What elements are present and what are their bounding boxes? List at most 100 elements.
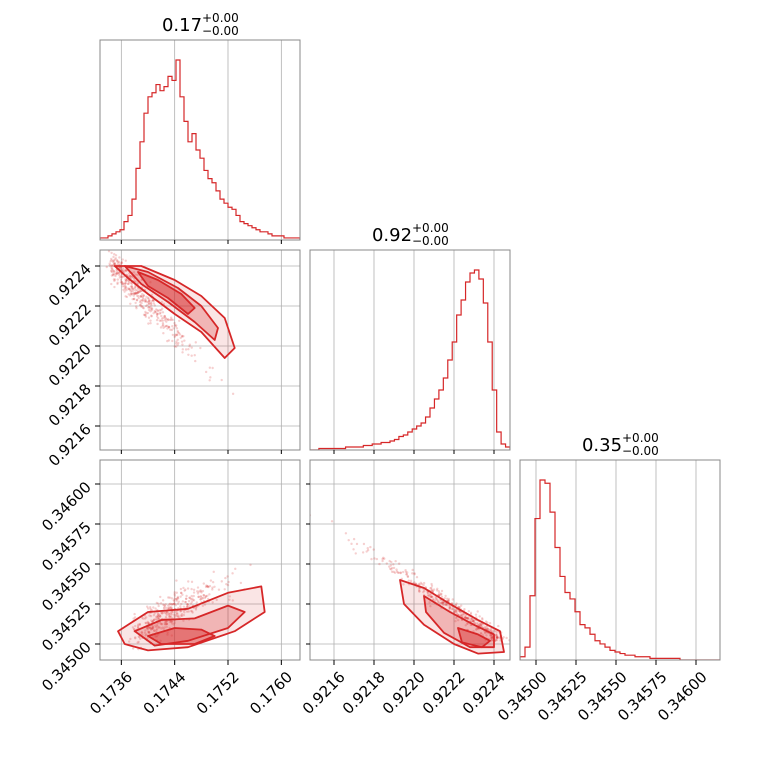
scatter-point (388, 565, 391, 568)
scatter-point (120, 261, 123, 265)
scatter-point (472, 619, 475, 622)
scatter-point (395, 570, 399, 573)
scatter-point (163, 314, 166, 318)
scatter-point (160, 314, 163, 318)
scatter-point (448, 606, 451, 609)
scatter-point (199, 589, 202, 592)
scatter-point (113, 261, 116, 265)
scatter-point (355, 542, 359, 546)
scatter-point (136, 289, 139, 292)
scatter-point (169, 620, 173, 623)
scatter-point (399, 571, 402, 575)
scatter-point (228, 595, 231, 598)
x-tick-label-param-0: 0.1744 (140, 668, 190, 718)
scatter-point (179, 336, 182, 339)
scatter-point (174, 610, 177, 614)
scatter-point (407, 579, 411, 582)
scatter-point (455, 612, 458, 615)
scatter-point (182, 586, 185, 590)
scatter-point (150, 314, 153, 317)
scatter-point (205, 584, 208, 587)
scatter-point (163, 603, 166, 607)
scatter-point (164, 620, 167, 623)
scatter-point (489, 637, 493, 640)
scatter-point (168, 615, 171, 618)
scatter-point (148, 614, 151, 617)
scatter-point (157, 602, 160, 605)
scatter-point (489, 634, 493, 637)
panel-frame-1-0 (99, 249, 301, 451)
scatter-point (174, 603, 177, 607)
scatter-point (135, 292, 138, 295)
scatter-point (176, 597, 180, 600)
scatter-point (154, 607, 157, 610)
panel-frame-2-1 (309, 459, 511, 661)
scatter-point (426, 591, 429, 594)
scatter-point (170, 606, 173, 609)
scatter-point (147, 631, 151, 634)
scatter-point (404, 568, 407, 572)
scatter-point (129, 637, 132, 641)
scatter-point (490, 636, 493, 639)
scatter-point (157, 616, 160, 620)
scatter-point (225, 582, 228, 586)
scatter-point (442, 601, 445, 605)
scatter-point (489, 629, 493, 633)
scatter-point (147, 300, 150, 303)
scatter-point (413, 572, 416, 575)
scatter-point (179, 609, 182, 613)
scatter-point (466, 617, 470, 620)
scatter-point (451, 607, 455, 611)
scatter-point (204, 595, 207, 599)
scatter-point (158, 626, 161, 629)
scatter-point (418, 587, 421, 590)
scatter-point (442, 601, 445, 605)
scatter-point (132, 297, 136, 301)
scatter-point (429, 592, 432, 596)
scatter-point (173, 615, 176, 619)
scatter-point (121, 285, 125, 288)
scatter-point (187, 353, 190, 357)
scatter-point (155, 623, 159, 627)
scatter-point (124, 281, 127, 285)
scatter-point (144, 629, 147, 632)
scatter-point (170, 613, 173, 616)
scatter-point (182, 619, 185, 622)
scatter-point (131, 647, 135, 650)
scatter-point (183, 611, 186, 614)
scatter-point (382, 556, 385, 560)
scatter-point (170, 611, 173, 614)
scatter-point (129, 302, 132, 305)
scatter-point (184, 600, 187, 604)
scatter-point (206, 585, 209, 589)
scatter-point (121, 282, 124, 286)
scatter-point (175, 614, 178, 618)
scatter-point (428, 601, 431, 604)
scatter-point (176, 602, 180, 605)
scatter-point (495, 636, 499, 639)
scatter-point (152, 302, 156, 305)
scatter-point (111, 260, 115, 264)
scatter-point (389, 564, 393, 567)
scatter-point (179, 610, 182, 613)
scatter-point (220, 378, 223, 382)
scatter-point (112, 259, 115, 262)
histogram-param-0 (100, 59, 300, 240)
scatter-point (149, 319, 152, 322)
scatter-point (151, 625, 155, 628)
scatter-point (146, 607, 150, 610)
scatter-point (231, 392, 235, 396)
scatter-point (136, 626, 140, 630)
scatter-point (148, 299, 151, 303)
scatter-point (489, 628, 493, 631)
scatter-point (126, 282, 130, 285)
scatter-point (170, 622, 174, 625)
scatter-point (158, 308, 161, 312)
scatter-point (159, 611, 163, 614)
scatter-point (130, 282, 134, 286)
scatter-point (125, 286, 128, 290)
scatter-point (151, 626, 155, 629)
scatter-point (134, 273, 137, 276)
scatter-point (167, 326, 171, 329)
scatter-point (112, 278, 116, 281)
